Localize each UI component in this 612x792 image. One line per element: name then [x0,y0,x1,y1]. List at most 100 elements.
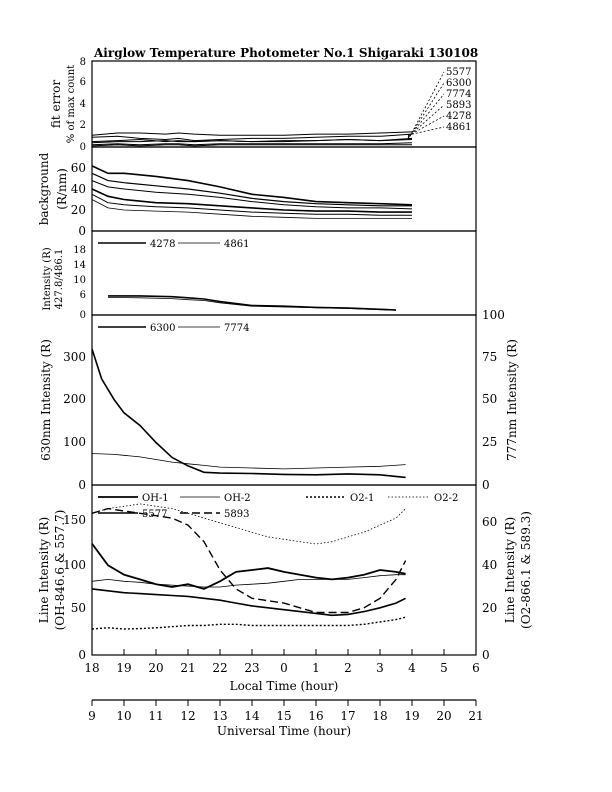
legend-label-7774: 7774 [224,323,249,334]
series-line-6300 [91,133,413,142]
lines-legend: OH-1 OH-2 O2-1 O2-2 5577 5893 [98,493,458,520]
red-ytick-right: 100 [482,308,505,322]
local-time-tick-label: 1 [312,661,320,675]
legend-label-5577: 5577 [142,509,167,520]
series-line-6300 [91,348,406,479]
data-layer [91,71,445,630]
ut-axis: 9 10 11 12 13 14 15 16 17 18 19 20 21 [88,700,484,723]
ut-tick-label: 12 [180,709,195,723]
legend-label-oh2: OH-2 [224,493,251,504]
legend-label-oh1: OH-1 [142,493,169,504]
ut-tick-label: 21 [468,709,483,723]
series-line-5577 [91,588,406,617]
fit-error-ytick: 6 [80,77,86,88]
red-ylabel-right: 777nm Intensity (R) [505,339,519,461]
series-line-4861 [107,297,397,311]
panel-background-frame [91,146,477,232]
red-ytick-right: 25 [482,435,497,449]
local-time-tick-label: 20 [148,661,163,675]
fit-error-ylabel-1: fit error [49,80,63,128]
ut-tick-label: 9 [88,709,96,723]
local-time-tick-label: 2 [344,661,352,675]
legend-label-o22: O2-2 [434,493,458,504]
blue-ytick: 6 [80,290,86,301]
fit-error-connectors [407,71,445,141]
panel-series-group [107,295,397,311]
lines-ylabel-right-1: Line Intensity (R) [503,517,517,623]
local-time-tick-label: 19 [116,661,131,675]
ut-tick-label: 19 [404,709,419,723]
panel-series-group [91,165,413,219]
series-line-7774 [91,453,406,470]
series-line-3 [91,180,413,210]
channel-label: 6300 [446,78,471,89]
series-line-4861 [91,144,412,147]
legend-label-4278: 4278 [150,239,175,250]
legend-label-o21: O2-1 [350,493,374,504]
series-line-6 [91,199,412,219]
fit-error-ylabel-2: % of max count [66,65,77,143]
blue-ytick: 0 [80,310,86,321]
channel-connector [407,115,445,137]
red-yticks-right: 0 25 50 75 100 [482,308,505,492]
ut-tick-label: 16 [308,709,323,723]
blue-legend: 4278 4861 [98,239,249,250]
local-time-tick-label: 5 [440,661,448,675]
lines-ytick-right: 20 [482,601,497,615]
blue-ytick: 10 [73,275,86,286]
legend-label-5893: 5893 [224,509,249,520]
series-line-o2-2 [91,503,406,545]
lines-ytick-left: 0 [78,648,86,662]
channel-label: 7774 [446,89,471,100]
channel-label: 4278 [446,111,471,122]
panel-series-group [91,503,407,630]
lines-ytick-right: 60 [482,515,497,529]
fit-error-ytick: 0 [80,142,86,153]
fit-error-channel-labels: 5577 6300 7774 5893 4278 4861 [446,67,471,133]
local-time-tick-label: 18 [84,661,99,675]
lines-ylabel-right-2: (O2-866.1 & 589.3) [519,511,533,629]
ut-tick-label: 18 [372,709,387,723]
ut-tick-label: 10 [116,709,131,723]
blue-ytick: 14 [73,260,86,271]
ut-tick-label: 14 [244,709,260,723]
lines-ytick-right: 40 [482,558,497,572]
panel-red-frame [91,314,477,486]
series-line-1 [91,165,413,206]
panel-series-group [91,131,413,147]
local-time-tick-label: 6 [472,661,480,675]
local-time-label: Local Time (hour) [230,679,339,693]
red-ylabel-left: 630nm Intensity (R) [39,339,53,461]
local-time-tick-label: 22 [212,661,227,675]
red-ytick-right: 0 [482,478,490,492]
background-ytick: 20 [71,203,86,217]
panel-fit-error-frame [91,60,477,148]
series-line-5893 [91,507,407,614]
channel-connector [407,93,445,139]
local-time-tick-label: 21 [180,661,195,675]
lines-yticks-left: 0 50 100 150 [63,513,86,662]
legend-label-4861: 4861 [224,239,249,250]
series-line-oh-1 [91,543,406,590]
channel-label: 5893 [446,100,471,111]
series-line-o2-1 [91,616,406,630]
local-time-axis: 18 19 20 21 22 23 0 1 2 3 4 5 6 [84,649,480,675]
lines-ytick-left: 150 [63,513,86,527]
series-line-5 [91,193,412,216]
background-yticks: 0 20 40 60 [71,161,86,238]
ut-tick-label: 17 [340,709,355,723]
blue-ylabel-1: Intensity (R) [42,247,53,310]
channel-connector [407,104,445,138]
lines-ylabel-left-1: Line Intensity (R) [37,517,51,623]
red-ytick-left: 300 [63,350,86,364]
lines-ylabel-left-2: (OH-846.6 & 557.7) [53,510,67,631]
blue-ylabel-2: 427.8/486.1 [54,249,65,310]
lines-ytick-left: 50 [71,601,86,615]
background-ytick: 40 [71,182,86,196]
series-line-4 [91,188,412,213]
chart-title: Airglow Temperature Photometer No.1 Shig… [93,46,478,60]
ut-label: Universal Time (hour) [217,724,351,738]
background-ylabel-1: background [37,152,51,225]
blue-ytick: 18 [73,245,86,256]
